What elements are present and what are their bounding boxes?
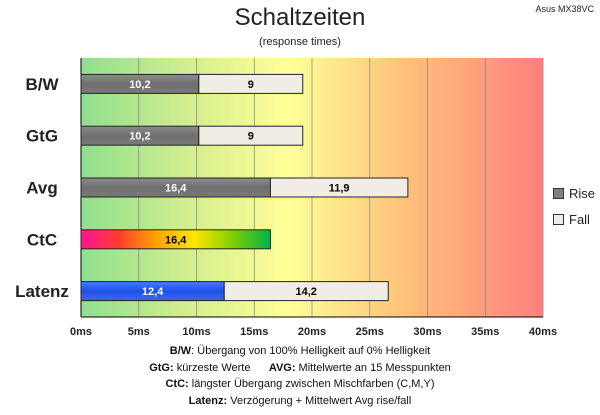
note-text: Mittelwerte an 15 Messpunkten: [295, 361, 451, 374]
note-key: GtG:: [149, 361, 174, 374]
note-key: Latenz:: [188, 394, 228, 407]
x-tick-label: 5ms: [128, 326, 150, 338]
legend-item-fall: Fall: [553, 206, 595, 232]
data-label-fall: 9: [248, 79, 254, 91]
category-label: GtG: [26, 127, 58, 146]
data-label-rise: 10,2: [129, 131, 150, 143]
x-tick-label: 25ms: [356, 326, 384, 338]
category-label: B/W: [25, 75, 59, 94]
legend-swatch-rise: [553, 187, 564, 199]
category-label: Latenz: [15, 282, 69, 301]
x-tick-label: 30ms: [413, 326, 441, 338]
x-tick-label: 0ms: [70, 326, 92, 338]
legend-swatch-fall: [553, 213, 564, 225]
x-tick-label: 35ms: [471, 326, 499, 338]
note-line-latenz: Latenz: Verzögerung + Mittelwert Avg ris…: [0, 393, 600, 410]
note-key: B/W: [169, 345, 192, 357]
bar-fall: [269, 177, 409, 198]
x-tick-label: 20ms: [298, 326, 326, 338]
monitor-model-label: Asus MX38VC: [535, 4, 594, 14]
note-text: kürzeste Werte: [173, 361, 251, 374]
x-tick-label: 40ms: [529, 326, 557, 338]
note-text: Verzögerung + Mittelwert Avg rise/fall: [227, 394, 412, 407]
data-label-fall: 11,9: [329, 183, 350, 195]
note-text: längster Übergang zwischen Mischfarben (…: [188, 378, 435, 390]
note-line-gtg-avg: GtG: kürzeste Werte AVG: Mittelwerte an …: [0, 360, 600, 377]
x-tick-labels: 0ms 5ms 10ms 15ms 20ms 25ms 30ms 35ms 40ms: [70, 326, 557, 338]
category-label: CtC: [27, 230, 57, 249]
note-text: : Übergang von 100% Helligkeit auf 0% He…: [191, 345, 431, 357]
category-labels: B/W GtG Avg CtC Latenz: [15, 75, 69, 301]
chart-title: Schaltzeiten: [234, 4, 366, 31]
bars: 10,2 9 10,2 9 16,4 11,9 16,4 12,4 14,2: [80, 73, 409, 302]
data-label-fall: 14,2: [296, 286, 317, 298]
bar-fall: [198, 125, 304, 146]
legend-label-rise: Rise: [569, 185, 596, 201]
legend-item-rise: Rise: [553, 180, 595, 206]
legend-label-fall: Fall: [569, 211, 590, 227]
data-label-rise: 16,4: [165, 183, 187, 195]
x-tick-label: 15ms: [240, 326, 268, 338]
data-label-fall: 9: [248, 131, 254, 143]
x-tick-label: 10ms: [182, 326, 210, 338]
bar-rise: [80, 229, 271, 250]
legend: Rise Fall: [553, 180, 595, 232]
category-label: Avg: [26, 179, 58, 198]
note-key: CtC:: [165, 378, 189, 390]
data-label-rise: 12,4: [142, 286, 164, 298]
data-label-rise: 16,4: [165, 234, 187, 246]
note-key: AVG:: [268, 361, 296, 374]
note-line-bw: B/W: Übergang von 100% Helligkeit auf 0%…: [0, 343, 600, 360]
bar-fall: [198, 73, 304, 94]
bar-fall: [223, 281, 389, 302]
explanation-notes: B/W: Übergang von 100% Helligkeit auf 0%…: [0, 343, 600, 409]
chart-subtitle: (response times): [259, 36, 341, 48]
note-line-ctc: CtC: längster Übergang zwischen Mischfar…: [0, 376, 600, 393]
data-label-rise: 10,2: [129, 79, 150, 91]
